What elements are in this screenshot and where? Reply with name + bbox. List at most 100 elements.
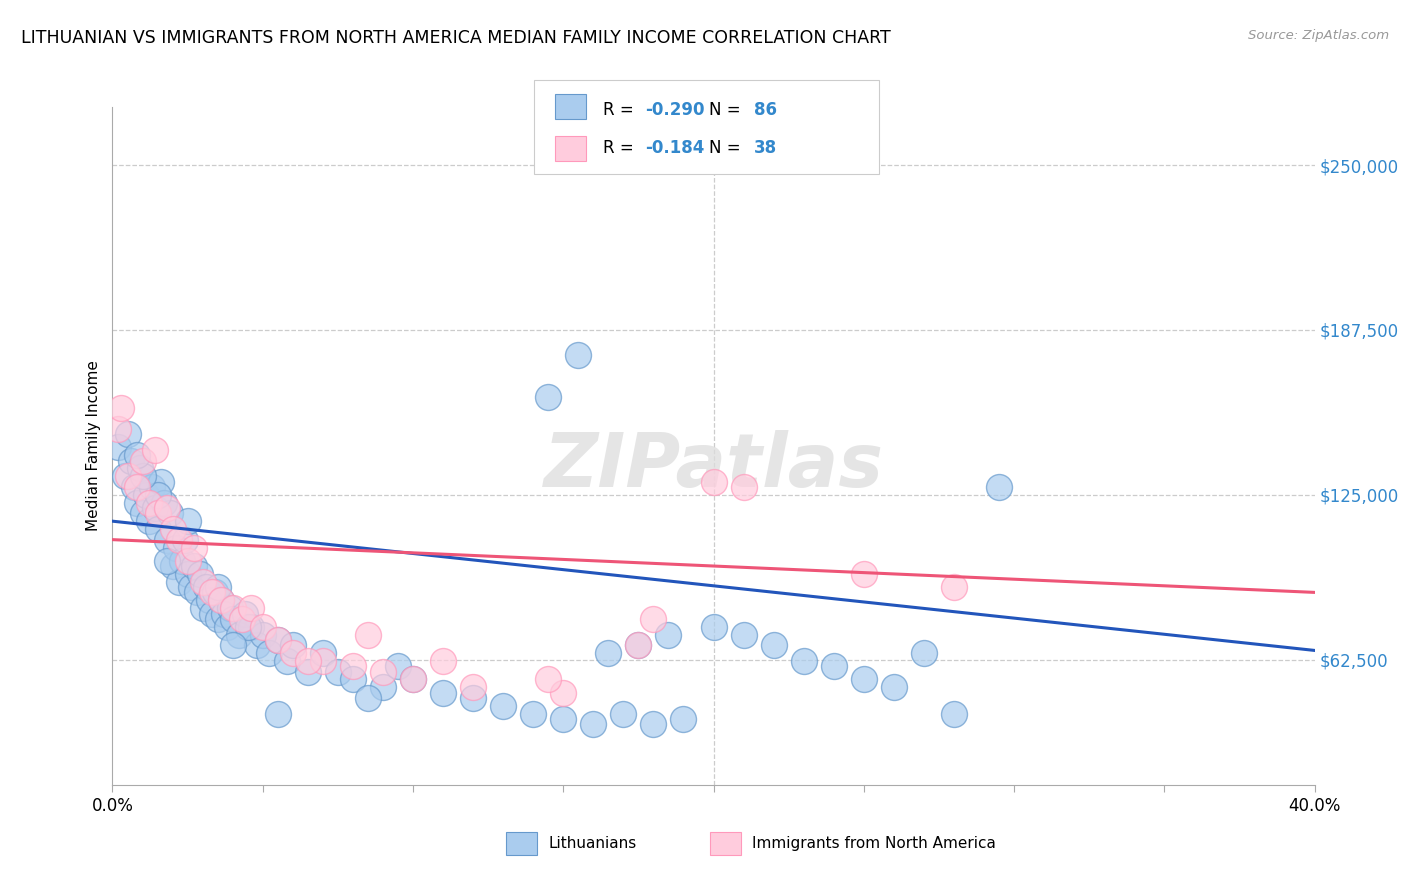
Point [176,566,198,581]
Point [117,427,139,442]
Point [162,522,184,536]
Point [371,681,394,695]
Point [125,480,148,494]
Point [146,506,169,520]
Point [128,461,150,475]
Point [146,522,169,536]
Point [567,348,589,362]
Point [120,453,142,467]
Text: -0.290: -0.290 [645,101,704,119]
Point [141,480,163,494]
Point [110,401,132,415]
Point [342,673,364,687]
Point [598,646,620,660]
Point [146,488,169,502]
Point [188,566,211,581]
Point [627,638,650,652]
Point [212,607,235,621]
Point [125,496,148,510]
Text: ZIPatlas: ZIPatlas [544,430,883,503]
Point [165,541,187,555]
Point [131,469,153,483]
Text: Immigrants from North America: Immigrants from North America [752,836,995,851]
Point [207,580,229,594]
Point [252,627,274,641]
Text: N =: N = [709,139,745,157]
Point [297,654,319,668]
Point [138,496,160,510]
Point [281,646,304,660]
Point [239,601,262,615]
Text: 38: 38 [754,139,776,157]
Text: -0.184: -0.184 [645,139,704,157]
Point [207,612,229,626]
Point [162,559,184,574]
Point [191,574,214,589]
Point [643,612,665,626]
Point [152,496,174,510]
Point [155,500,177,515]
Text: R =: R = [603,101,640,119]
Point [209,593,232,607]
Point [537,673,560,687]
Point [159,506,181,520]
Point [852,566,875,581]
Point [231,612,253,626]
Point [114,469,136,483]
Point [553,685,575,699]
Point [357,690,380,705]
Point [176,554,198,568]
Point [239,620,262,634]
Point [553,712,575,726]
Point [204,585,226,599]
Point [492,698,515,713]
Point [402,673,425,687]
Point [312,646,335,660]
Point [143,500,166,515]
Point [612,706,634,721]
Point [988,480,1011,494]
Point [823,659,845,673]
Point [461,690,484,705]
Point [135,488,157,502]
Point [222,601,245,615]
Point [387,659,409,673]
Point [762,638,785,652]
Point [643,717,665,731]
Point [733,480,755,494]
Point [371,665,394,679]
Text: Lithuanians: Lithuanians [548,836,637,851]
Point [201,607,224,621]
Point [942,580,965,594]
Point [702,475,725,489]
Point [197,593,219,607]
Text: N =: N = [709,101,745,119]
Point [186,585,208,599]
Point [228,627,250,641]
Point [167,533,190,547]
Point [267,706,290,721]
Point [222,638,245,652]
Point [218,601,240,615]
Point [215,620,238,634]
Point [672,712,695,726]
Point [267,632,290,647]
Point [131,453,153,467]
Point [125,448,148,462]
Point [170,554,193,568]
Point [276,654,298,668]
Point [537,390,560,404]
Point [733,627,755,641]
Point [246,638,269,652]
Point [176,514,198,528]
Text: 86: 86 [754,101,776,119]
Point [627,638,650,652]
Point [461,681,484,695]
Point [942,706,965,721]
Point [793,654,815,668]
Text: R =: R = [603,139,640,157]
Point [122,480,145,494]
Y-axis label: Median Family Income: Median Family Income [86,360,101,532]
Point [131,506,153,520]
Point [326,665,349,679]
